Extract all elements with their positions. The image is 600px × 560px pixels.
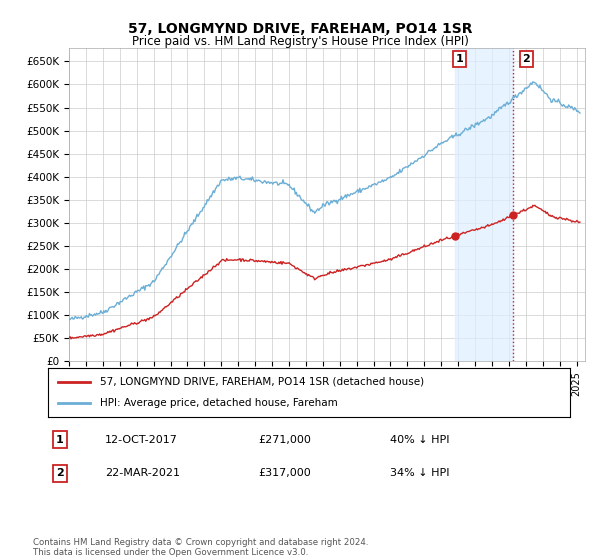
Text: 57, LONGMYND DRIVE, FAREHAM, PO14 1SR (detached house): 57, LONGMYND DRIVE, FAREHAM, PO14 1SR (d… bbox=[100, 377, 424, 387]
Text: 2: 2 bbox=[56, 468, 64, 478]
Text: 1: 1 bbox=[56, 435, 64, 445]
Text: 12-OCT-2017: 12-OCT-2017 bbox=[105, 435, 178, 445]
Text: 34% ↓ HPI: 34% ↓ HPI bbox=[390, 468, 449, 478]
Text: Contains HM Land Registry data © Crown copyright and database right 2024.
This d: Contains HM Land Registry data © Crown c… bbox=[33, 538, 368, 557]
Bar bbox=[455, 48, 513, 361]
Text: 57, LONGMYND DRIVE, FAREHAM, PO14 1SR: 57, LONGMYND DRIVE, FAREHAM, PO14 1SR bbox=[128, 22, 472, 36]
Text: Price paid vs. HM Land Registry's House Price Index (HPI): Price paid vs. HM Land Registry's House … bbox=[131, 35, 469, 48]
Text: 22-MAR-2021: 22-MAR-2021 bbox=[105, 468, 180, 478]
Text: £271,000: £271,000 bbox=[258, 435, 311, 445]
Text: 2: 2 bbox=[523, 54, 530, 64]
Text: HPI: Average price, detached house, Fareham: HPI: Average price, detached house, Fare… bbox=[100, 398, 338, 408]
Text: £317,000: £317,000 bbox=[258, 468, 311, 478]
Text: 1: 1 bbox=[456, 54, 464, 64]
Text: 40% ↓ HPI: 40% ↓ HPI bbox=[390, 435, 449, 445]
